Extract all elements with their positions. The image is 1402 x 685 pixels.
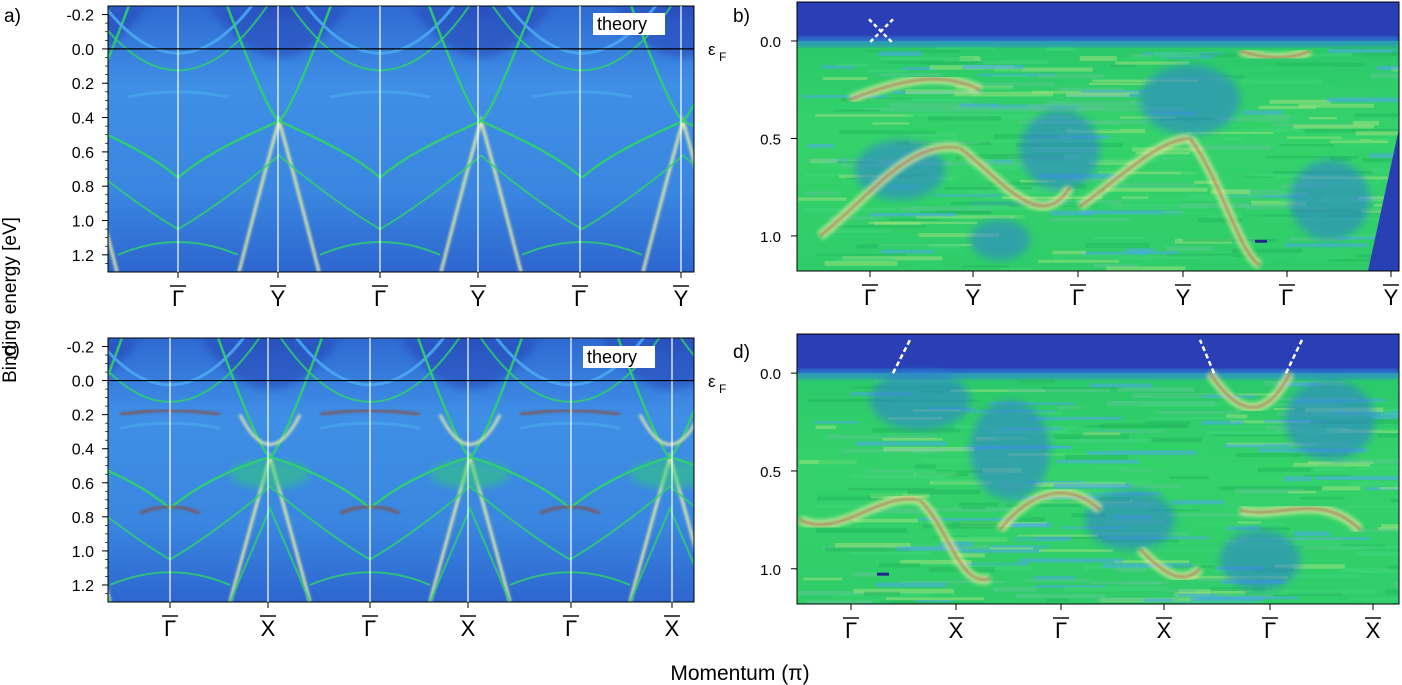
crossing-marker [868, 18, 894, 45]
fermi-level-subscript: F [719, 50, 726, 64]
y-tick-label: 0.0 [760, 34, 781, 51]
x-tick-label: Γ [172, 286, 184, 311]
y-tick-label: 0.8 [72, 179, 94, 196]
x-axis-title: Momentum (π) [670, 662, 809, 685]
y-tick-label: 0.2 [72, 76, 94, 93]
y-axis-title: Binding energy [eV] [0, 217, 21, 383]
x-tick-label: Γ [1055, 618, 1067, 643]
y-tick-label: 1.0 [72, 544, 94, 561]
panel-label: d) [733, 342, 750, 363]
arpes-map-d [797, 334, 1399, 604]
y-tick-label: 1.2 [72, 578, 94, 595]
x-tick-label: Y [1176, 285, 1191, 310]
theory-label-box [583, 346, 655, 368]
y-tick-label: 0.0 [760, 366, 781, 383]
y-tick-label: 0.4 [72, 442, 94, 459]
x-tick-label: Γ [164, 616, 176, 641]
x-tick-label: Γ [364, 616, 376, 641]
y-tick-label: 0.6 [72, 145, 94, 162]
edge-region [1368, 128, 1399, 271]
y-tick-label: 1.0 [72, 214, 94, 231]
fermi-level-label: ε [708, 372, 716, 391]
x-tick-label: Γ [1281, 285, 1293, 310]
fermi-level-subscript: F [719, 382, 726, 396]
x-tick-label: X [1157, 618, 1172, 643]
y-tick-label: 0.6 [72, 476, 94, 493]
x-tick-label: Γ [574, 286, 586, 311]
x-tick-label: Y [471, 286, 486, 311]
x-tick-label: Γ [845, 618, 857, 643]
y-tick-label: 0.0 [72, 42, 94, 59]
y-tick-label: 0.5 [760, 464, 781, 481]
above-fermi-region [797, 334, 1399, 374]
x-tick-label: X [461, 616, 476, 641]
panel-label: c) [4, 340, 20, 361]
panel-a: theory a) -0.2 0.0 0.2 0.4 0.6 0.8 1.0 1.2 Γ Y Γ Y Γ Y [4, 5, 695, 311]
y-tick-label: 1.2 [72, 248, 94, 265]
theory-label: theory [587, 347, 637, 367]
y-tick-label: 1.0 [760, 229, 781, 246]
x-tick-label: X [1366, 618, 1381, 643]
y-tick-label: -0.2 [66, 8, 94, 25]
x-tick-label: Γ [565, 616, 577, 641]
x-tick-label: Γ [1072, 285, 1084, 310]
band-structure-a [108, 6, 694, 272]
fermi-level-label: ε [708, 40, 716, 59]
x-tick-label: X [261, 616, 276, 641]
dispersion-guide [891, 339, 912, 374]
panel-c: theory c) -0.2 0.0 0.2 0.4 0.6 0.8 1.0 1.2 Γ X Γ X Γ X [4, 337, 695, 641]
theory-label: theory [597, 14, 647, 34]
x-tick-label: Γ [1264, 618, 1276, 643]
arpes-map-b [797, 2, 1399, 271]
x-tick-label: X [949, 618, 964, 643]
y-tick-label: 0.0 [72, 374, 94, 391]
above-fermi-region [797, 2, 1399, 41]
y-tick-label: 0.2 [72, 408, 94, 425]
y-tick-label: 0.8 [72, 510, 94, 527]
x-tick-label: Y [271, 286, 286, 311]
theory-label-box [593, 13, 665, 35]
panel-label: a) [4, 6, 21, 27]
y-tick-label: 0.5 [760, 131, 781, 148]
panel-d: d) 0.0 0.5 1.0 ε F Γ X Γ X Γ X [708, 333, 1400, 643]
y-tick-label: 0.4 [72, 111, 94, 128]
panel-label: b) [733, 6, 750, 27]
x-tick-label: Γ [374, 286, 386, 311]
x-tick-label: Y [674, 286, 689, 311]
x-tick-label: Y [1384, 285, 1399, 310]
panel-b: b) 0.0 0.5 1.0 ε F Γ Y Γ Y Γ Y [708, 1, 1400, 310]
x-tick-label: X [665, 616, 680, 641]
dispersion-guide [1198, 339, 1216, 374]
x-tick-label: Γ [864, 285, 876, 310]
y-tick-label: 1.0 [760, 562, 781, 579]
dispersion-guide [1284, 339, 1304, 374]
x-tick-label: Y [966, 285, 981, 310]
y-tick-label: -0.2 [66, 340, 94, 357]
